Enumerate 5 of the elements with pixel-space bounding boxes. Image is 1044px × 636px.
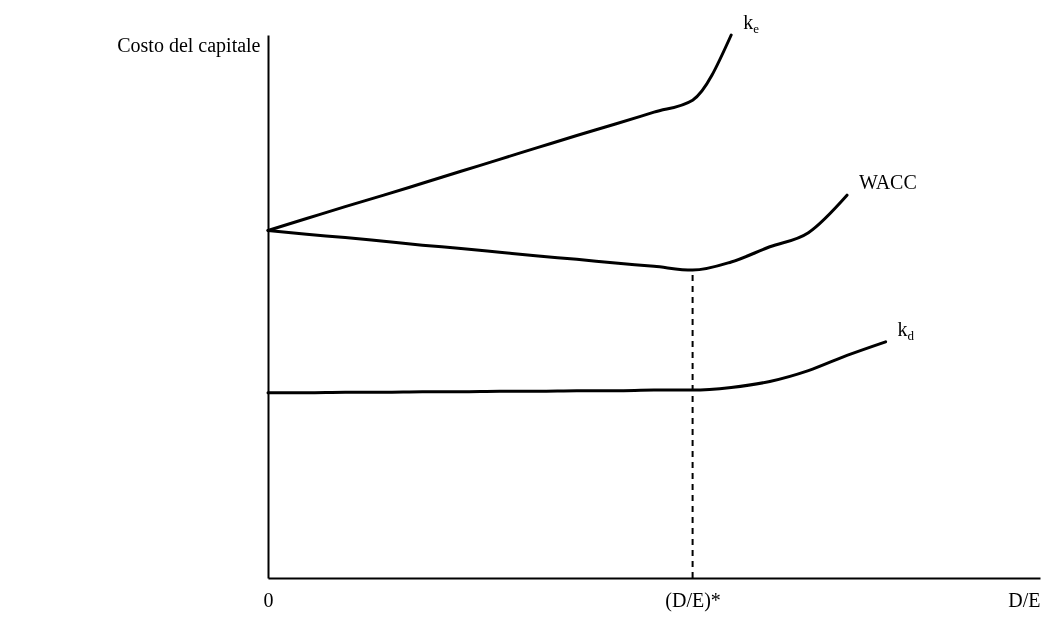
x-axis-title: D/E bbox=[1008, 588, 1041, 611]
y-axis-title: Costo del capitale bbox=[117, 33, 261, 57]
x-tick-label: 0 bbox=[263, 588, 274, 611]
series-label: WACC bbox=[859, 171, 917, 194]
x-tick-label: (D/E)* bbox=[665, 588, 721, 612]
